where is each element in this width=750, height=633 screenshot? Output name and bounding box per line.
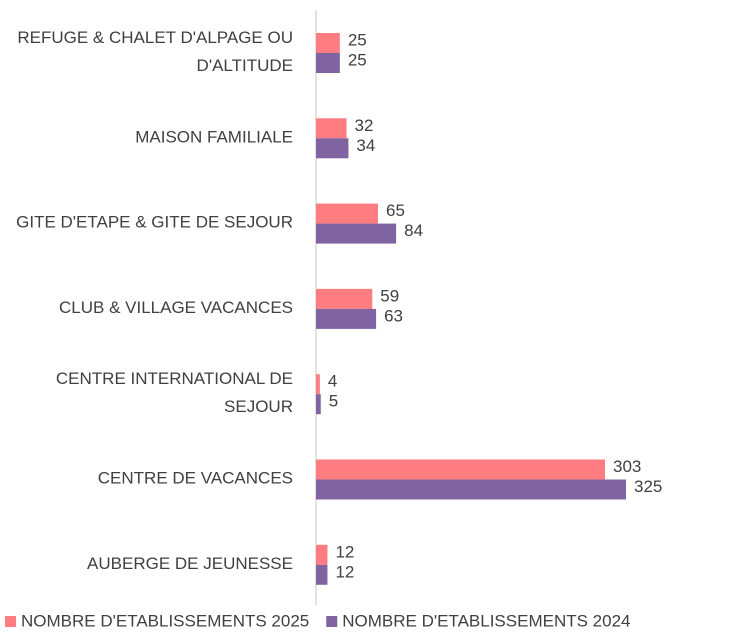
bar bbox=[316, 479, 626, 500]
category-label: CENTRE INTERNATIONAL DE SEJOUR bbox=[56, 370, 293, 417]
value-label: 4 bbox=[328, 372, 337, 391]
value-label: 12 bbox=[335, 562, 354, 581]
legend-swatch bbox=[5, 616, 16, 627]
bar bbox=[316, 564, 328, 585]
bar bbox=[316, 394, 321, 415]
bar bbox=[316, 118, 347, 139]
category-label: CENTRE DE VACANCES bbox=[98, 469, 293, 488]
bar bbox=[316, 544, 328, 565]
category-label: MAISON FAMILIALE bbox=[135, 128, 293, 147]
bar bbox=[316, 288, 373, 309]
bar bbox=[316, 33, 340, 53]
legend-label: NOMBRE D'ETABLISSEMENTS 2025 bbox=[21, 611, 309, 630]
value-label: 25 bbox=[348, 50, 367, 69]
value-label: 59 bbox=[380, 286, 399, 305]
legend-swatch bbox=[326, 616, 338, 627]
bar bbox=[316, 138, 349, 159]
value-label: 84 bbox=[404, 221, 423, 240]
category-label: AUBERGE DE JEUNESSE bbox=[87, 554, 293, 573]
value-label: 5 bbox=[329, 392, 338, 411]
category-label: GITE D'ETAPE & GITE DE SEJOUR bbox=[16, 213, 293, 232]
value-label: 34 bbox=[356, 136, 375, 155]
category-label: REFUGE & CHALET D'ALPAGE OU D'ALTITUDE bbox=[17, 28, 293, 75]
bar bbox=[316, 203, 378, 224]
value-label: 63 bbox=[384, 306, 403, 325]
category-label: CLUB & VILLAGE VACANCES bbox=[59, 298, 293, 317]
legend-label: NOMBRE D'ETABLISSEMENTS 2024 bbox=[342, 611, 630, 630]
bar bbox=[316, 223, 397, 244]
value-label: 303 bbox=[613, 457, 641, 476]
bar bbox=[316, 459, 606, 480]
bar bbox=[316, 374, 320, 395]
bar bbox=[316, 308, 377, 329]
value-label: 65 bbox=[386, 201, 405, 220]
value-label: 32 bbox=[355, 116, 374, 135]
value-label: 325 bbox=[634, 477, 662, 496]
bar bbox=[316, 53, 340, 73]
value-label: 12 bbox=[335, 542, 354, 561]
value-label: 25 bbox=[348, 30, 367, 49]
